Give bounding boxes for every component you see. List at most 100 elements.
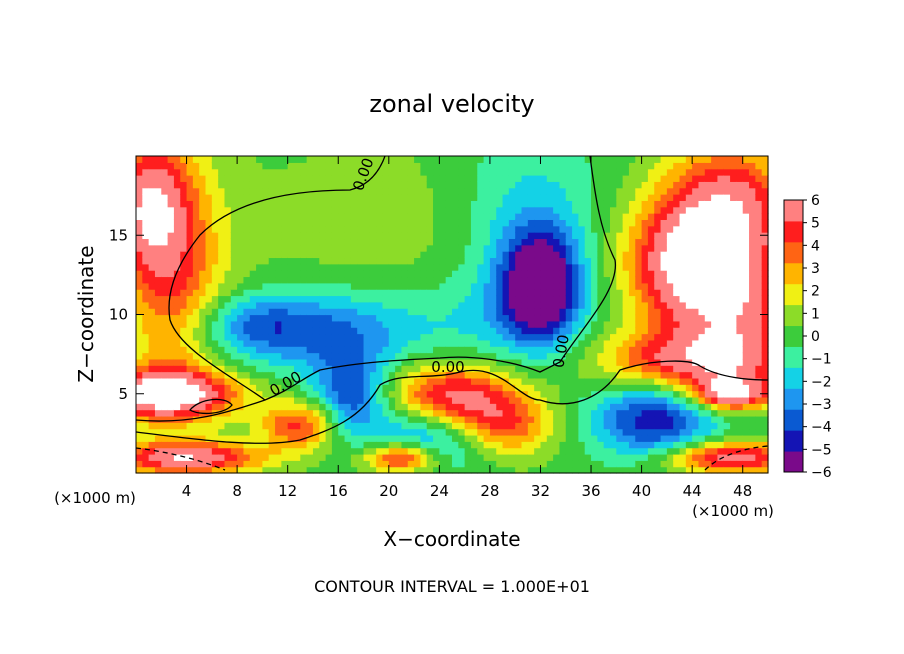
heatmap-cell [496, 156, 504, 163]
heatmap-cell [679, 225, 687, 233]
heatmap-cell [578, 403, 586, 411]
heatmap-cell [755, 162, 763, 170]
heatmap-cell [666, 213, 674, 220]
heatmap-cell [477, 257, 485, 265]
heatmap-cell [749, 403, 756, 411]
heatmap-cell [167, 301, 175, 309]
heatmap-cell [401, 238, 409, 246]
heatmap-cell [357, 327, 365, 335]
heatmap-cell [218, 213, 226, 220]
heatmap-cell [388, 200, 396, 208]
heatmap-cell [148, 390, 156, 398]
heatmap-cell [452, 206, 459, 214]
heatmap-cell [584, 213, 592, 220]
heatmap-cell [717, 187, 725, 195]
heatmap-cell [635, 403, 643, 411]
heatmap-cell [578, 320, 586, 328]
heatmap-cell [679, 365, 687, 373]
heatmap-cell [584, 352, 592, 360]
heatmap-cell [470, 396, 478, 404]
heatmap-cell [736, 301, 744, 309]
heatmap-cell [654, 301, 662, 309]
heatmap-cell [312, 263, 320, 271]
heatmap-cell [723, 396, 731, 404]
heatmap-cell [736, 194, 744, 201]
heatmap-cell [584, 371, 592, 379]
heatmap-cell [445, 263, 453, 271]
heatmap-cell [692, 295, 700, 303]
heatmap-cell [546, 276, 554, 284]
heatmap-cell [407, 352, 415, 360]
heatmap-cell [565, 333, 573, 341]
heatmap-cell [199, 156, 207, 163]
heatmap-cell [704, 263, 712, 271]
heatmap-cell [154, 168, 162, 176]
heatmap-cell [698, 308, 706, 316]
heatmap-cell [205, 225, 213, 233]
heatmap-cell [426, 251, 434, 259]
heatmap-cell [268, 320, 276, 328]
heatmap-cell [401, 453, 409, 461]
heatmap-cell [483, 232, 491, 240]
heatmap-cell [527, 390, 535, 398]
heatmap-cell [546, 434, 554, 442]
heatmap-cell [136, 213, 143, 220]
heatmap-cell [692, 377, 700, 385]
heatmap-cell [426, 238, 434, 246]
heatmap-cell [230, 441, 238, 449]
heatmap-cell [357, 168, 365, 176]
heatmap-cell [180, 422, 188, 430]
heatmap-cell [723, 460, 731, 468]
heatmap-cell [154, 339, 162, 347]
heatmap-cell [508, 200, 516, 208]
heatmap-cell [717, 314, 725, 322]
heatmap-cell [294, 301, 301, 309]
heatmap-cell [180, 156, 188, 163]
heatmap-cell [173, 219, 181, 227]
heatmap-cell [180, 434, 188, 442]
heatmap-cell [300, 339, 308, 347]
heatmap-cell [433, 396, 440, 404]
heatmap-cell [742, 276, 750, 284]
heatmap-cell [249, 415, 257, 423]
heatmap-cell [407, 232, 415, 240]
heatmap-cell [654, 289, 662, 297]
heatmap-cell [622, 396, 630, 404]
heatmap-cell [262, 441, 270, 449]
heatmap-cell [294, 244, 301, 252]
heatmap-cell [698, 156, 706, 163]
heatmap-cell [685, 327, 693, 335]
heatmap-cell [445, 428, 453, 436]
heatmap-cell [610, 346, 617, 354]
heatmap-cell [527, 447, 535, 455]
heatmap-cell [325, 200, 333, 208]
heatmap-cell [489, 377, 497, 385]
heatmap-cell [641, 162, 649, 170]
heatmap-cell [148, 396, 156, 404]
heatmap-cell [521, 162, 529, 170]
heatmap-cell [622, 327, 630, 335]
heatmap-cell [591, 270, 598, 278]
heatmap-cell [161, 225, 169, 233]
heatmap-cell [388, 270, 396, 278]
heatmap-cell [395, 415, 403, 423]
heatmap-cell [565, 219, 573, 227]
heatmap-cell [331, 276, 339, 284]
heatmap-cell [161, 270, 169, 278]
heatmap-cell [230, 181, 238, 189]
heatmap-cell [559, 301, 567, 309]
heatmap-cell [192, 365, 200, 373]
heatmap-cell [464, 327, 472, 335]
heatmap-cell [357, 441, 365, 449]
heatmap-cell [616, 194, 624, 201]
heatmap-cell [660, 365, 668, 373]
heatmap-cell [723, 263, 731, 271]
heatmap-cell [256, 377, 263, 385]
heatmap-cell [256, 460, 263, 468]
heatmap-cell [414, 403, 421, 411]
heatmap-cell [363, 282, 371, 290]
heatmap-cell [483, 289, 491, 297]
heatmap-cell [275, 415, 282, 423]
heatmap-cell [470, 263, 478, 271]
heatmap-cell [502, 225, 510, 233]
